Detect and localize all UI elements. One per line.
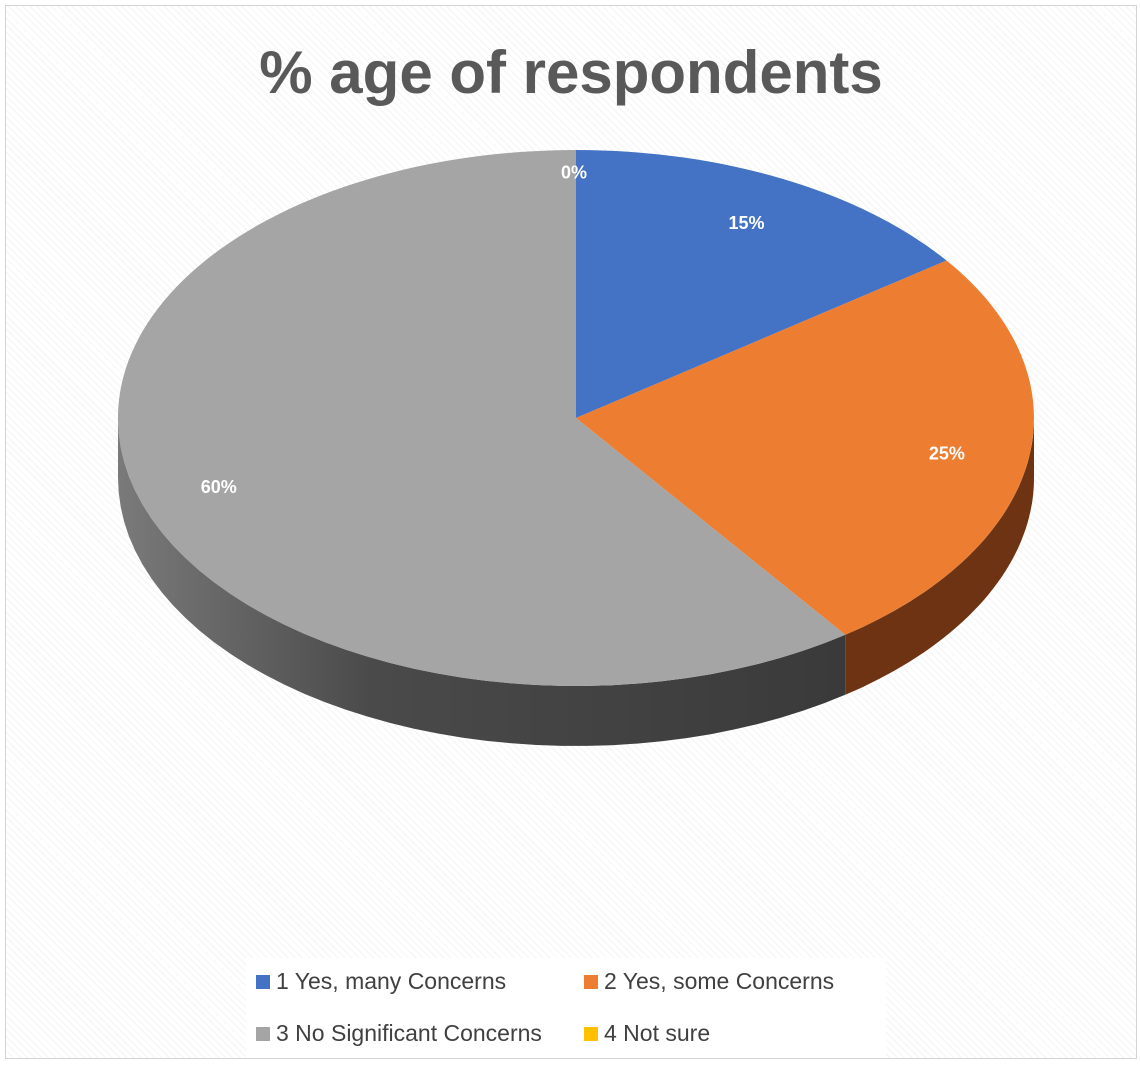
pie-chart: 15% 25% 60% 0% [117,149,1034,746]
legend-label: 3 No Significant Concerns [276,1020,542,1046]
pie-slice-yes-many-concerns [576,150,947,418]
legend-item-not-sure: 4 Not sure [584,1020,710,1047]
data-label-no-significant-concerns: 60% [201,477,237,497]
legend-swatch [584,974,598,989]
legend-label: 2 Yes, some Concerns [604,968,835,994]
legend-swatch [256,974,270,989]
legend-item-no-significant-concerns: 3 No Significant Concerns [256,1020,542,1047]
legend-item-yes-some-concerns: 2 Yes, some Concerns [584,968,834,995]
chart-title: % age of respondents [259,39,883,106]
legend-swatch [256,1026,270,1041]
pie-side-no-significant-concerns [118,418,846,746]
pie-side-yes-some-concerns [845,418,1034,695]
chart-area: % age of respondents 15% 25% 60% 0% 1 Yes, … [5,5,1137,1059]
chart-legend: 1 Yes, many Concerns 2 Yes, some Concern… [246,958,886,1058]
pie-slice-no-significant-concerns [117,149,846,687]
legend-item-yes-many-concerns: 1 Yes, many Concerns [256,968,506,995]
pie-slice-yes-some-concerns [576,260,1034,635]
data-label-yes-many-concerns: 15% [728,213,764,233]
data-label-yes-some-concerns: 25% [929,443,965,463]
legend-swatch [584,1026,598,1041]
data-label-not-sure: 0% [561,162,587,182]
legend-label: 1 Yes, many Concerns [276,968,507,994]
legend-label: 4 Not sure [604,1020,711,1046]
